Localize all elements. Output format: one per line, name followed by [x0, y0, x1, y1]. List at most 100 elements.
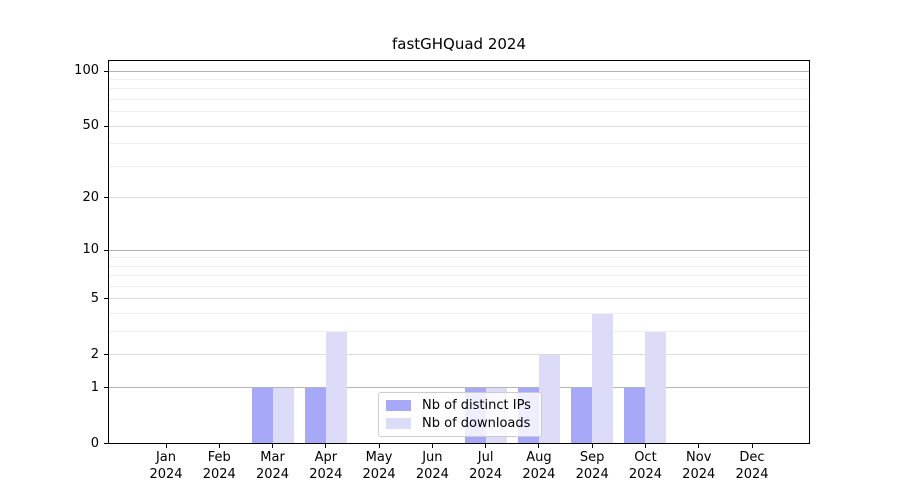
y-tick-label-10: 10 [82, 242, 99, 258]
x-tick-month-jan: Jan [155, 450, 177, 465]
x-tick-jul [485, 444, 487, 448]
x-tick-month-apr: Apr [314, 450, 338, 465]
gridline-7 [109, 275, 809, 277]
gridline-5 [109, 298, 809, 300]
x-tick-apr [325, 444, 327, 448]
y-tick-label-50: 50 [82, 118, 99, 134]
bar-nb-of-distinct-ips-sep [571, 387, 593, 443]
y-tick-10 [104, 249, 108, 251]
x-tick-nov [698, 444, 700, 448]
x-tick-year-aug: 2024 [522, 467, 556, 482]
legend-label-downloads: Nb of downloads [422, 416, 531, 431]
gridline-50 [109, 125, 809, 127]
x-tick-month-may: May [365, 450, 393, 465]
x-tick-label-jan: Jan 2024 [134, 449, 198, 483]
legend-row-distinct-ips: Nb of distinct IPs [386, 398, 533, 413]
gridline-90 [109, 79, 809, 81]
gridline-100 [109, 70, 809, 72]
y-tick-50 [104, 125, 108, 127]
gridline-10 [109, 249, 809, 251]
x-tick-month-feb: Feb [207, 450, 231, 465]
bar-nb-of-downloads-mar [272, 387, 294, 443]
x-tick-mar [272, 444, 274, 448]
x-tick-year-may: 2024 [362, 467, 396, 482]
x-tick-oct [644, 444, 646, 448]
x-tick-month-nov: Nov [686, 450, 712, 465]
x-tick-year-jul: 2024 [469, 467, 503, 482]
y-tick-label-0: 0 [90, 435, 99, 451]
bar-nb-of-downloads-sep [592, 313, 614, 443]
x-tick-may [378, 444, 380, 448]
x-tick-jan [165, 444, 167, 448]
x-tick-aug [538, 444, 540, 448]
x-tick-label-apr: Apr 2024 [294, 449, 358, 483]
x-tick-label-jun: Jun 2024 [400, 449, 464, 483]
y-tick-2 [104, 354, 108, 356]
bar-nb-of-distinct-ips-apr [304, 387, 326, 443]
x-tick-month-jul: Jul [477, 450, 494, 465]
gridline-9 [109, 257, 809, 259]
gridline-3 [109, 331, 809, 333]
x-tick-month-oct: Oct [634, 450, 657, 465]
x-tick-month-jun: Jun [422, 450, 443, 465]
y-tick-5 [104, 298, 108, 300]
x-tick-year-jan: 2024 [149, 467, 183, 482]
legend-row-downloads: Nb of downloads [386, 416, 533, 431]
x-tick-year-nov: 2024 [682, 467, 716, 482]
y-tick-1 [104, 387, 108, 389]
bar-nb-of-distinct-ips-mar [251, 387, 273, 443]
y-tick-20 [104, 197, 108, 199]
y-tick-label-20: 20 [82, 189, 99, 205]
gridline-1 [109, 387, 809, 389]
x-tick-year-mar: 2024 [255, 467, 290, 482]
x-tick-month-aug: Aug [526, 450, 552, 465]
legend-label-distinct-ips: Nb of distinct IPs [422, 398, 531, 413]
x-tick-year-sep: 2024 [575, 467, 609, 482]
x-tick-year-feb: 2024 [202, 467, 236, 482]
y-tick-label-1: 1 [90, 379, 99, 395]
gridline-4 [109, 313, 809, 315]
x-tick-label-oct: Oct 2024 [613, 449, 677, 483]
x-tick-month-dec: Dec [739, 450, 765, 465]
x-tick-label-may: May 2024 [347, 449, 411, 483]
gridline-30 [109, 165, 809, 167]
x-tick-jun [431, 444, 433, 448]
gridline-20 [109, 197, 809, 199]
y-tick-label-5: 5 [90, 290, 99, 306]
bar-nb-of-downloads-apr [325, 331, 347, 443]
gridline-70 [109, 99, 809, 101]
gridline-2 [109, 354, 809, 356]
x-tick-label-jul: Jul 2024 [454, 449, 518, 483]
bar-nb-of-distinct-ips-oct [624, 387, 646, 443]
x-tick-feb [218, 444, 220, 448]
chart-title: fastGHQuad 2024 [391, 35, 527, 53]
x-tick-label-nov: Nov 2024 [667, 449, 731, 483]
gridline-6 [109, 286, 809, 287]
x-tick-label-feb: Feb 2024 [187, 449, 251, 483]
y-tick-label-100: 100 [74, 63, 99, 79]
gridline-60 [109, 111, 809, 113]
bar-nb-of-downloads-aug [538, 354, 560, 443]
legend: Nb of distinct IPs Nb of downloads [378, 392, 542, 437]
gridline-8 [109, 265, 809, 267]
gridline-40 [109, 143, 809, 145]
x-tick-label-aug: Aug 2024 [507, 449, 571, 483]
y-tick-100 [104, 70, 108, 72]
gridline-80 [109, 88, 809, 90]
legend-swatch-downloads [386, 418, 411, 429]
x-tick-label-mar: Mar 2024 [241, 449, 305, 483]
x-tick-month-sep: Sep [579, 450, 605, 465]
x-tick-month-mar: Mar [260, 450, 285, 465]
legend-swatch-distinct-ips [386, 400, 411, 411]
x-tick-sep [591, 444, 593, 448]
x-tick-dec [751, 444, 753, 448]
y-tick-label-2: 2 [90, 346, 99, 362]
y-tick-0 [104, 443, 108, 444]
bar-nb-of-downloads-oct [645, 331, 667, 443]
x-tick-label-sep: Sep 2024 [560, 449, 624, 483]
x-tick-label-dec: Dec 2024 [720, 449, 784, 483]
x-tick-year-oct: 2024 [628, 467, 662, 482]
x-tick-year-jun: 2024 [415, 467, 449, 482]
x-tick-year-dec: 2024 [735, 467, 769, 482]
